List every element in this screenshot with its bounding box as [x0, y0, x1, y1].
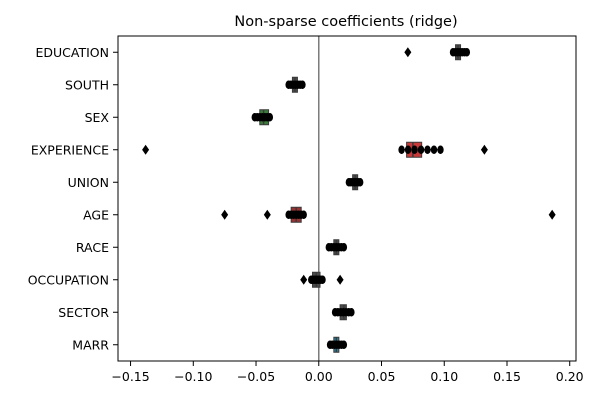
box-race: [325, 239, 348, 256]
outlier-point: [142, 144, 150, 155]
sample-point: [299, 80, 306, 89]
sample-point: [430, 145, 438, 154]
sample-point: [348, 308, 355, 317]
sample-point: [266, 113, 274, 122]
x-tick-label: 0.20: [556, 369, 584, 384]
sample-point: [463, 48, 471, 57]
plot-frame: [117, 35, 577, 362]
y-tick-label: SEX: [85, 110, 110, 125]
sample-point: [417, 145, 425, 154]
outlier-point: [404, 47, 412, 58]
sample-point: [424, 145, 431, 154]
plot-area: [118, 36, 576, 361]
sample-point: [404, 145, 412, 154]
box-age: [221, 206, 556, 223]
sample-point: [300, 210, 307, 219]
y-tick-label: SECTOR: [58, 305, 109, 320]
box-sex: [251, 109, 274, 126]
outlier-point: [548, 209, 556, 220]
sample-point: [319, 275, 326, 284]
y-tick-label: SOUTH: [65, 77, 109, 92]
outlier-point: [336, 274, 344, 285]
x-tick-label: 0.10: [430, 369, 458, 384]
box-occupation: [300, 271, 344, 288]
sample-point: [398, 145, 405, 154]
chart-marks: [142, 36, 556, 361]
sample-point: [356, 178, 364, 187]
x-tick-label: −0.05: [237, 369, 275, 384]
outlier-point: [300, 274, 308, 285]
sample-point: [340, 340, 348, 349]
outlier-point: [221, 209, 229, 220]
outlier-point: [480, 144, 488, 155]
sample-point: [411, 145, 418, 154]
x-tick-label: −0.10: [174, 369, 212, 384]
y-tick-label: AGE: [83, 207, 109, 222]
y-tick-label: RACE: [76, 240, 109, 255]
x-tick-label: 0.05: [368, 369, 396, 384]
y-tick-label: OCCUPATION: [28, 272, 109, 287]
y-axis: EDUCATION SOUTH SEX EXPERIENCE UNION AGE RACE O…: [28, 45, 118, 352]
sample-point: [340, 243, 348, 252]
y-tick-label: EXPERIENCE: [31, 142, 109, 157]
x-tick-label: −0.15: [111, 369, 149, 384]
y-tick-label: MARR: [72, 337, 109, 352]
x-axis: −0.15 −0.10 −0.05 0.00 0.05 0.10 0.15 0.20: [111, 361, 584, 384]
x-tick-label: 0.15: [493, 369, 521, 384]
y-tick-label: UNION: [68, 175, 109, 190]
y-tick-label: EDUCATION: [36, 45, 110, 60]
outlier-point: [263, 209, 271, 220]
chart-title: Non-sparse coefficients (ridge): [234, 14, 457, 30]
box-education: [404, 44, 471, 61]
box-marr: [326, 336, 348, 353]
box-union: [345, 174, 364, 191]
x-tick-label: 0.00: [305, 369, 333, 384]
box-experience: [142, 141, 488, 158]
box-sector: [331, 304, 355, 321]
box-south: [285, 76, 306, 93]
sample-point: [437, 145, 444, 154]
